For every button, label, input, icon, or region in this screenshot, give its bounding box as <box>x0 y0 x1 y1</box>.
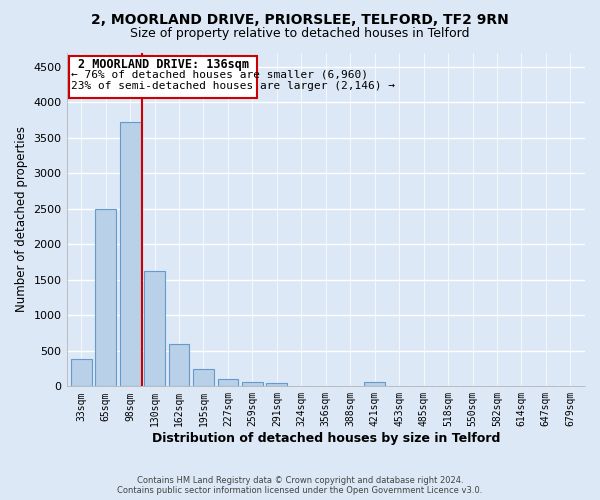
Text: 2, MOORLAND DRIVE, PRIORSLEE, TELFORD, TF2 9RN: 2, MOORLAND DRIVE, PRIORSLEE, TELFORD, T… <box>91 12 509 26</box>
Text: ← 76% of detached houses are smaller (6,960): ← 76% of detached houses are smaller (6,… <box>71 69 368 79</box>
Bar <box>266 384 287 386</box>
Bar <box>193 369 214 386</box>
Bar <box>242 382 263 386</box>
Text: 23% of semi-detached houses are larger (2,146) →: 23% of semi-detached houses are larger (… <box>71 82 395 92</box>
Bar <box>120 122 140 386</box>
Bar <box>95 209 116 386</box>
Bar <box>71 358 92 386</box>
Bar <box>144 272 165 386</box>
Bar <box>169 344 190 387</box>
FancyBboxPatch shape <box>69 56 257 98</box>
Text: Size of property relative to detached houses in Telford: Size of property relative to detached ho… <box>130 28 470 40</box>
Bar <box>218 378 238 386</box>
X-axis label: Distribution of detached houses by size in Telford: Distribution of detached houses by size … <box>152 432 500 445</box>
Bar <box>364 382 385 386</box>
Text: Contains HM Land Registry data © Crown copyright and database right 2024.
Contai: Contains HM Land Registry data © Crown c… <box>118 476 482 495</box>
Y-axis label: Number of detached properties: Number of detached properties <box>15 126 28 312</box>
Text: 2 MOORLAND DRIVE: 136sqm: 2 MOORLAND DRIVE: 136sqm <box>77 58 248 71</box>
